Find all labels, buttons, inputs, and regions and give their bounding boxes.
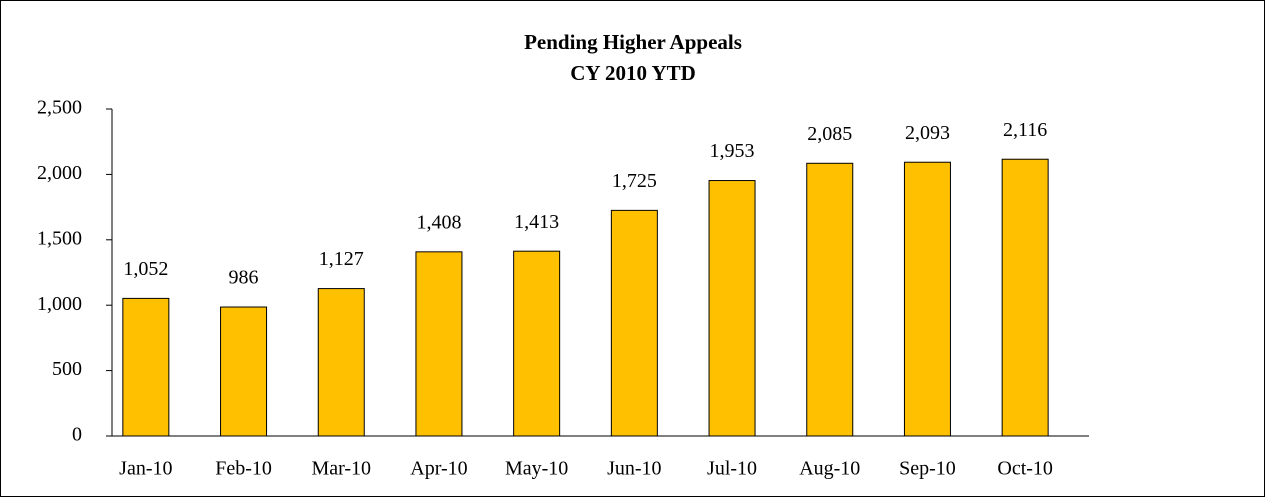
y-tick-label: 0 — [72, 424, 82, 446]
data-label: 1,953 — [710, 140, 755, 162]
y-tick-label: 1,000 — [37, 293, 82, 315]
y-tick-label: 500 — [52, 358, 82, 380]
x-tick-label: Jan-10 — [119, 458, 172, 480]
bar — [903, 161, 951, 437]
x-tick-label: Oct-10 — [997, 458, 1053, 480]
y-tick-label: 2,500 — [37, 97, 82, 119]
chart-title: Pending Higher Appeals — [524, 30, 742, 54]
data-label: 1,052 — [123, 258, 168, 280]
x-tick-label: Aug-10 — [799, 458, 860, 480]
data-label: 1,413 — [514, 211, 559, 233]
x-tick-label: Sep-10 — [899, 458, 956, 480]
data-label: 986 — [229, 267, 259, 289]
x-tick-label: May-10 — [505, 458, 568, 480]
bar — [1001, 158, 1049, 437]
y-tick-label: 1,500 — [37, 227, 82, 249]
data-label: 2,093 — [905, 122, 950, 144]
bar — [415, 251, 463, 437]
chart-subtitle: CY 2010 YTD — [570, 61, 696, 85]
bar — [220, 306, 268, 437]
bar — [317, 288, 365, 437]
data-label: 1,127 — [319, 248, 364, 270]
bar — [513, 250, 561, 437]
x-tick-label: Mar-10 — [311, 458, 371, 480]
x-tick-label: Apr-10 — [410, 458, 467, 480]
bar — [610, 209, 658, 437]
data-label: 1,725 — [612, 170, 657, 192]
data-label: 2,085 — [807, 123, 852, 145]
data-label: 2,116 — [1003, 119, 1047, 141]
x-tick-label: Jun-10 — [607, 458, 661, 480]
data-label: 1,408 — [416, 211, 461, 233]
bar — [806, 162, 854, 437]
x-tick-label: Feb-10 — [215, 458, 272, 480]
y-tick-label: 2,000 — [37, 162, 82, 184]
x-tick-label: Jul-10 — [707, 458, 757, 480]
bar — [708, 180, 756, 437]
bar — [122, 297, 170, 437]
